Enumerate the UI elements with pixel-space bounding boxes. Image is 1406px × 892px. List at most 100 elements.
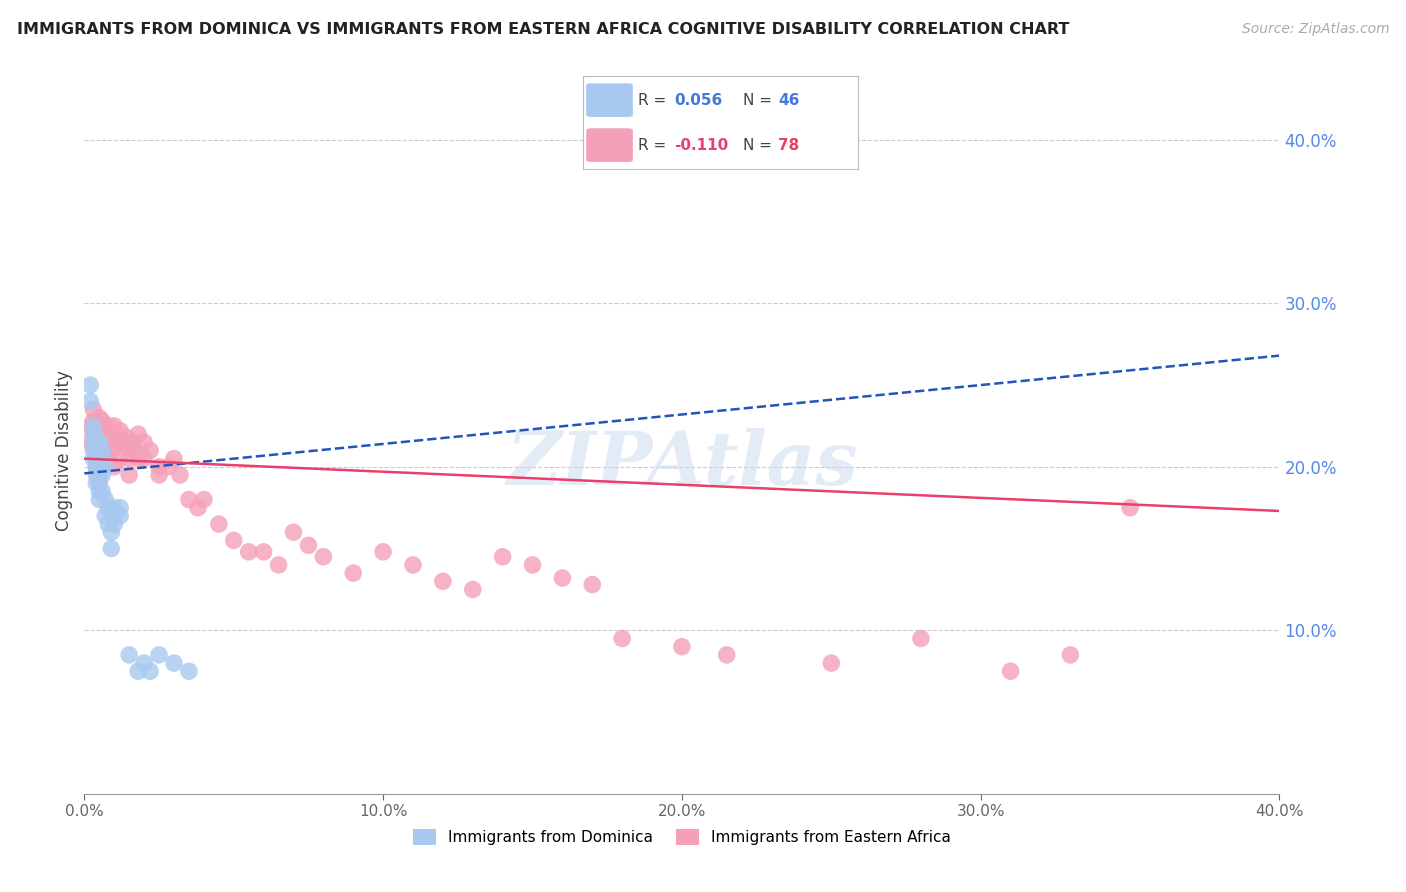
Point — [89, 467, 111, 482]
Text: 78: 78 — [778, 137, 800, 153]
Point — [716, 648, 738, 662]
Point — [82, 418, 104, 433]
Point — [253, 545, 276, 559]
Point — [103, 508, 125, 523]
Text: IMMIGRANTS FROM DOMINICA VS IMMIGRANTS FROM EASTERN AFRICA COGNITIVE DISABILITY : IMMIGRANTS FROM DOMINICA VS IMMIGRANTS F… — [17, 22, 1069, 37]
Point — [820, 656, 842, 670]
Point — [193, 492, 215, 507]
Point — [612, 632, 634, 646]
Point — [402, 558, 425, 572]
Point — [97, 418, 120, 433]
Point — [82, 414, 104, 428]
Point — [148, 648, 170, 662]
Point — [91, 451, 114, 466]
Point — [89, 459, 111, 474]
Point — [94, 424, 117, 438]
Point — [208, 516, 231, 531]
Point — [89, 459, 111, 474]
Point — [89, 410, 111, 425]
Point — [163, 656, 186, 670]
Y-axis label: Cognitive Disability: Cognitive Disability — [55, 370, 73, 531]
Point — [86, 443, 108, 458]
Point — [238, 545, 260, 559]
Point — [522, 558, 544, 572]
Point — [82, 402, 104, 417]
Point — [222, 533, 245, 548]
Point — [283, 525, 305, 540]
Point — [118, 467, 141, 482]
Point — [103, 459, 125, 474]
Point — [94, 492, 117, 507]
Point — [110, 500, 132, 515]
Point — [910, 632, 932, 646]
Point — [127, 451, 149, 466]
Point — [1119, 500, 1142, 515]
Point — [86, 459, 108, 474]
Point — [94, 435, 117, 450]
Point — [148, 467, 170, 482]
Point — [91, 414, 114, 428]
Point — [91, 427, 114, 442]
Point — [157, 459, 180, 474]
Point — [91, 467, 114, 482]
Point — [97, 451, 120, 466]
Point — [89, 476, 111, 491]
Point — [79, 435, 101, 450]
Point — [112, 435, 135, 450]
Point — [86, 451, 108, 466]
Point — [100, 443, 122, 458]
Point — [551, 571, 574, 585]
Point — [118, 451, 141, 466]
Text: R =: R = — [638, 93, 672, 108]
Point — [461, 582, 484, 597]
Point — [312, 549, 335, 564]
Point — [118, 440, 141, 454]
Point — [89, 492, 111, 507]
Point — [177, 492, 200, 507]
Point — [267, 558, 290, 572]
Point — [97, 516, 120, 531]
Point — [110, 424, 132, 438]
Point — [79, 378, 101, 392]
Point — [86, 476, 108, 491]
Point — [115, 430, 138, 444]
FancyBboxPatch shape — [586, 128, 633, 162]
Point — [110, 451, 132, 466]
Point — [94, 451, 117, 466]
Point — [82, 443, 104, 458]
Point — [89, 459, 111, 474]
Point — [127, 664, 149, 679]
Point — [139, 664, 162, 679]
Point — [1059, 648, 1081, 662]
Point — [100, 541, 122, 556]
Point — [132, 435, 156, 450]
Point — [342, 566, 364, 580]
Point — [581, 577, 603, 591]
Point — [82, 427, 104, 442]
Point — [86, 443, 108, 458]
Text: ZIPAtlas: ZIPAtlas — [506, 428, 858, 500]
Point — [103, 516, 125, 531]
Point — [91, 443, 114, 458]
Point — [432, 574, 454, 589]
Point — [89, 447, 111, 461]
Legend: Immigrants from Dominica, Immigrants from Eastern Africa: Immigrants from Dominica, Immigrants fro… — [406, 823, 957, 852]
Point — [297, 538, 319, 552]
Point — [91, 440, 114, 454]
Point — [82, 435, 104, 450]
Point — [86, 430, 108, 444]
Point — [89, 435, 111, 450]
Point — [86, 467, 108, 482]
FancyBboxPatch shape — [586, 83, 633, 117]
Point — [82, 427, 104, 442]
Point — [163, 451, 186, 466]
Point — [79, 394, 101, 409]
Point — [89, 443, 111, 458]
Point — [148, 459, 170, 474]
Point — [103, 418, 125, 433]
Point — [105, 435, 128, 450]
Point — [89, 484, 111, 499]
Point — [86, 443, 108, 458]
Point — [103, 440, 125, 454]
Point — [89, 451, 111, 466]
